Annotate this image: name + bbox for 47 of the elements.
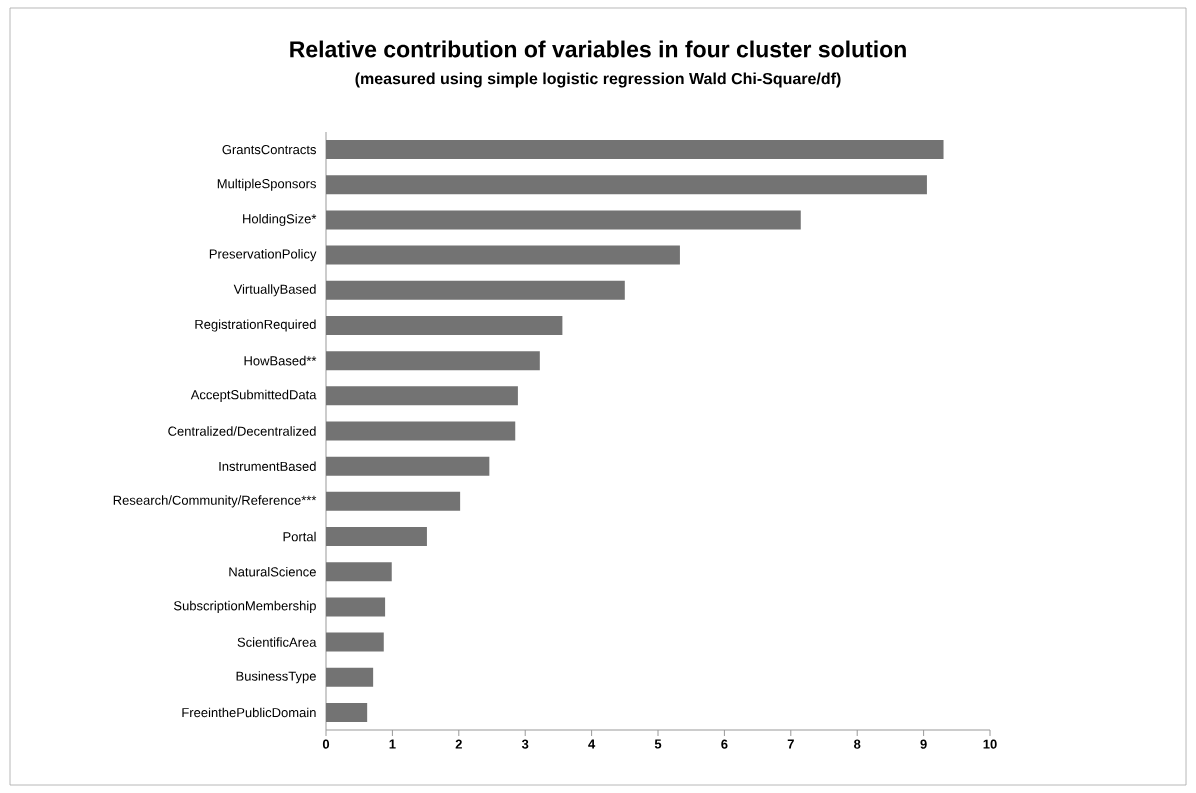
y-tick-label: MultipleSponsors (217, 178, 316, 191)
y-tick-label: AcceptSubmittedData (190, 389, 317, 402)
bar (326, 140, 944, 160)
x-tick-label: 4 (588, 739, 596, 749)
chart-title: Relative contribution of variables in four cluster solution (290, 40, 906, 58)
y-tick-label: Portal (283, 531, 316, 542)
chart-subtitle: (measured using simple logistic regression Wald Chi-Square/df) (355, 72, 841, 88)
y-tick-label: InstrumentBased (219, 461, 316, 471)
bar (326, 386, 518, 406)
bar (326, 527, 427, 547)
bar (326, 667, 374, 687)
bar (326, 245, 680, 265)
bar (326, 632, 384, 652)
bar (326, 491, 461, 511)
x-tick-label: 7 (787, 739, 794, 749)
bar (326, 456, 490, 476)
x-tick-label: 5 (654, 739, 662, 749)
y-tick-label: VirtuallyBased (233, 284, 316, 297)
y-tick-label: NaturalScience (229, 566, 316, 577)
y-tick-label: Centralized/Decentralized (168, 426, 316, 436)
x-tick-label: 0 (322, 739, 330, 749)
y-tick-label: SubscriptionMembership (174, 600, 316, 613)
x-tick-label: 9 (920, 739, 927, 749)
bar (326, 210, 801, 230)
bar (326, 702, 368, 722)
bar (326, 421, 516, 441)
bar (326, 175, 927, 195)
y-tick-label: FreeinthePublicDomain (182, 707, 316, 718)
y-tick-label: GrantsContracts (222, 144, 316, 155)
y-tick-label: HowBased** (244, 355, 317, 366)
bar (326, 280, 625, 300)
y-tick-label: ScientificArea (237, 637, 317, 647)
x-tick-label: 3 (521, 739, 529, 749)
y-tick-label: BusinessType (236, 671, 316, 684)
x-tick-label: 6 (721, 739, 728, 749)
x-tick-label: 10 (983, 739, 997, 749)
x-tick-label: 1 (389, 739, 396, 749)
bar (326, 597, 386, 617)
x-tick-label: 2 (455, 739, 462, 749)
y-tick-label: RegistrationRequired (195, 319, 316, 332)
bar (326, 351, 540, 371)
y-tick-label: PreservationPolicy (209, 249, 317, 262)
bar (326, 562, 392, 582)
bar (326, 315, 563, 335)
y-tick-label: HoldingSize* (243, 213, 317, 226)
x-tick-label: 8 (854, 739, 861, 749)
y-tick-label: Research/Community/Reference*** (113, 495, 317, 508)
